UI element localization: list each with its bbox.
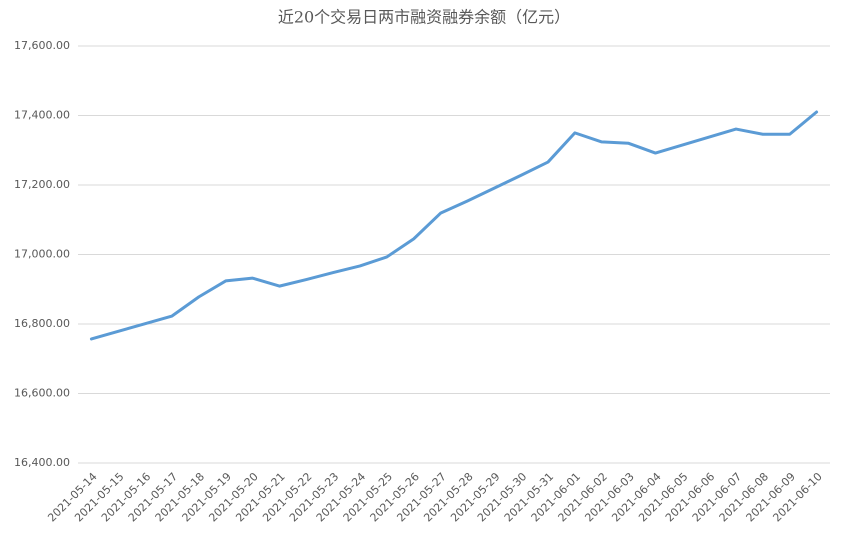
chart-title: 近20个交易日两市融资融券余额（亿元）: [278, 8, 570, 27]
y-tick-label: 17,400.00: [14, 109, 70, 122]
y-tick-label: 16,400.00: [14, 456, 70, 469]
y-tick-label: 17,200.00: [14, 178, 70, 191]
y-tick-label: 17,000.00: [14, 248, 70, 261]
y-tick-label: 16,600.00: [14, 387, 70, 400]
y-tick-label: 16,800.00: [14, 317, 70, 330]
data-line: [89, 110, 819, 341]
y-tick-label: 17,600.00: [14, 39, 70, 52]
